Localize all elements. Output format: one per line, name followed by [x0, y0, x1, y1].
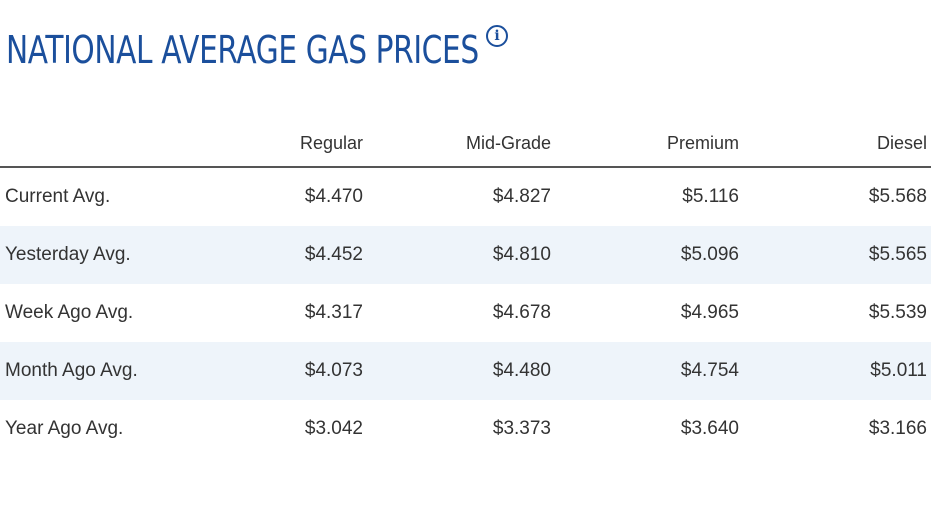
cell-diesel: $5.011 [739, 342, 931, 400]
cell-regular: $3.042 [304, 418, 363, 439]
column-header-label [0, 120, 245, 168]
title-block: NATIONAL AVERAGE GAS PRICES [6, 24, 612, 76]
cell-premium: $4.965 [680, 302, 739, 323]
column-header-diesel: Diesel [739, 120, 931, 168]
cell-diesel: $3.166 [868, 418, 927, 439]
table-row: Year Ago Avg. $3.042 $3.373 $3.640 $3.16… [0, 400, 931, 458]
table-row: Month Ago Avg. $4.073 $4.480 $4.754 $5.0… [0, 342, 931, 400]
table-row: Current Avg. $4.470 $4.827 $5.116 $5.568 [0, 167, 931, 226]
row-label: Month Ago Avg. [0, 342, 245, 400]
table-header-row: Regular Mid-Grade Premium Diesel [0, 120, 931, 168]
column-header-premium: Premium [551, 120, 739, 168]
cell-diesel: $5.539 [868, 302, 927, 323]
cell-premium: $3.640 [680, 418, 739, 439]
column-header-mid-grade: Mid-Grade [363, 120, 551, 168]
table-row: Yesterday Avg. $4.452 $4.810 $5.096 $5.5… [0, 226, 931, 284]
page-title: NATIONAL AVERAGE GAS PRICES [6, 28, 479, 72]
cell-premium: $4.754 [551, 342, 739, 400]
cell-premium: $5.096 [551, 226, 739, 284]
cell-mid-grade: $4.678 [492, 302, 551, 323]
cell-mid-grade: $4.810 [363, 226, 551, 284]
cell-regular: $4.317 [304, 302, 363, 323]
info-icon[interactable]: i [486, 25, 508, 47]
cell-mid-grade: $3.373 [492, 418, 551, 439]
column-header-regular: Regular [245, 120, 363, 168]
cell-mid-grade: $4.827 [492, 186, 551, 207]
gas-prices-table: Regular Mid-Grade Premium Diesel Current… [0, 120, 931, 458]
cell-diesel: $5.565 [739, 226, 931, 284]
cell-mid-grade: $4.480 [363, 342, 551, 400]
cell-diesel: $5.568 [868, 186, 927, 207]
table-row: Week Ago Avg. $4.317 $4.678 $4.965 $5.53… [0, 284, 931, 342]
row-label: Week Ago Avg. [5, 302, 134, 323]
cell-regular: $4.470 [304, 186, 363, 207]
row-label: Yesterday Avg. [0, 226, 245, 284]
cell-regular: $4.073 [245, 342, 363, 400]
row-label: Year Ago Avg. [5, 418, 124, 439]
cell-premium: $5.116 [682, 186, 739, 207]
row-label: Current Avg. [5, 186, 111, 207]
cell-regular: $4.452 [245, 226, 363, 284]
